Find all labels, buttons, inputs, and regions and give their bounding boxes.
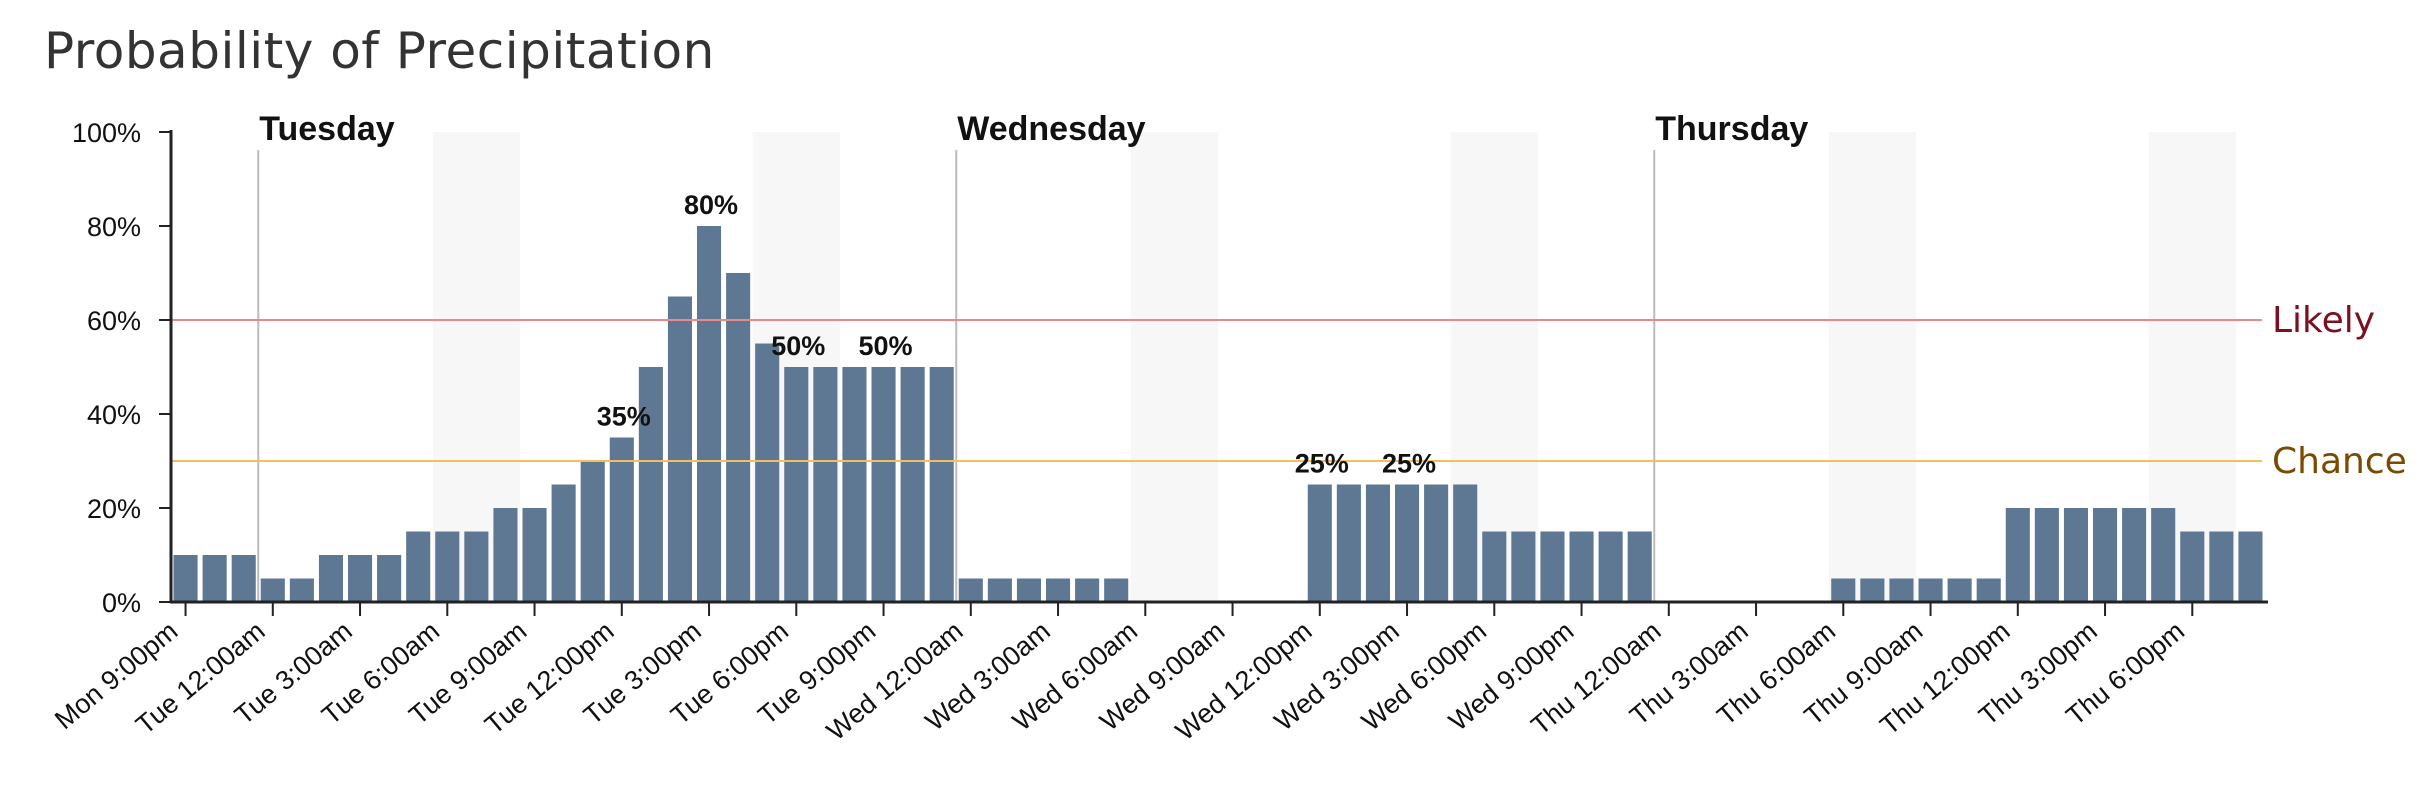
y-tick-label: 20%	[87, 494, 141, 524]
y-tick-label: 40%	[87, 400, 141, 430]
bar-value-label: 50%	[771, 331, 825, 361]
bar	[289, 578, 314, 602]
bar	[697, 226, 722, 602]
day-label: Tuesday	[259, 110, 395, 148]
bar	[2122, 508, 2147, 602]
bar	[1395, 484, 1420, 602]
bar	[2180, 531, 2205, 602]
bar	[348, 555, 373, 602]
bar	[231, 555, 256, 602]
shaded-band	[1828, 132, 1916, 602]
bar	[2238, 531, 2263, 602]
bar	[464, 531, 489, 602]
bar	[260, 578, 285, 602]
threshold-label: Chance	[2272, 441, 2407, 482]
bar	[1511, 531, 1536, 602]
bar	[173, 555, 198, 602]
bar	[551, 484, 576, 602]
bar	[1569, 531, 1594, 602]
bar	[2005, 508, 2030, 602]
y-tick-label: 60%	[87, 306, 141, 336]
day-label: Thursday	[1655, 110, 1808, 148]
chart-title: Probability of Precipitation	[44, 22, 715, 80]
bar	[638, 367, 663, 602]
bar	[726, 273, 751, 602]
bar	[987, 578, 1012, 602]
bar	[813, 367, 838, 602]
bar	[202, 555, 227, 602]
bar	[318, 555, 343, 602]
bar	[1104, 578, 1129, 602]
threshold-label: Likely	[2272, 300, 2375, 341]
bar	[871, 367, 896, 602]
bar	[1627, 531, 1652, 602]
bar	[377, 555, 402, 602]
bar	[842, 367, 867, 602]
bar	[1889, 578, 1914, 602]
bar	[1482, 531, 1507, 602]
bar	[1918, 578, 1943, 602]
bar	[493, 508, 518, 602]
bar	[755, 343, 780, 602]
bar	[1365, 484, 1390, 602]
bar	[1976, 578, 2001, 602]
bar	[958, 578, 983, 602]
bar	[1453, 484, 1478, 602]
bar	[1860, 578, 1885, 602]
y-tick-label: 0%	[102, 588, 141, 618]
bar	[1016, 578, 1041, 602]
bar	[1075, 578, 1100, 602]
day-label: Wednesday	[957, 110, 1145, 148]
y-tick-label: 100%	[72, 118, 141, 148]
bar	[1831, 578, 1856, 602]
bar	[900, 367, 925, 602]
bar-value-label: 35%	[597, 402, 651, 432]
bar	[1540, 531, 1565, 602]
bar-value-label: 80%	[684, 190, 738, 220]
bar	[2034, 508, 2059, 602]
bar	[609, 437, 634, 602]
bar	[1947, 578, 1972, 602]
bar	[2063, 508, 2088, 602]
bar	[406, 531, 431, 602]
bar	[435, 531, 460, 602]
bar	[784, 367, 809, 602]
bar	[667, 296, 692, 602]
bar	[1336, 484, 1361, 602]
bar	[1046, 578, 1071, 602]
bar	[580, 461, 605, 602]
bar	[929, 367, 954, 602]
bar-value-label: 50%	[859, 331, 913, 361]
bar	[2093, 508, 2118, 602]
bar	[522, 508, 547, 602]
shaded-band	[1130, 132, 1218, 602]
bar-value-label: 25%	[1382, 449, 1436, 479]
y-tick-label: 80%	[87, 212, 141, 242]
bar	[2209, 531, 2234, 602]
bar	[2151, 508, 2176, 602]
bar	[1598, 531, 1623, 602]
bar-value-label: 25%	[1295, 449, 1349, 479]
bar	[1307, 484, 1332, 602]
bar	[1424, 484, 1449, 602]
